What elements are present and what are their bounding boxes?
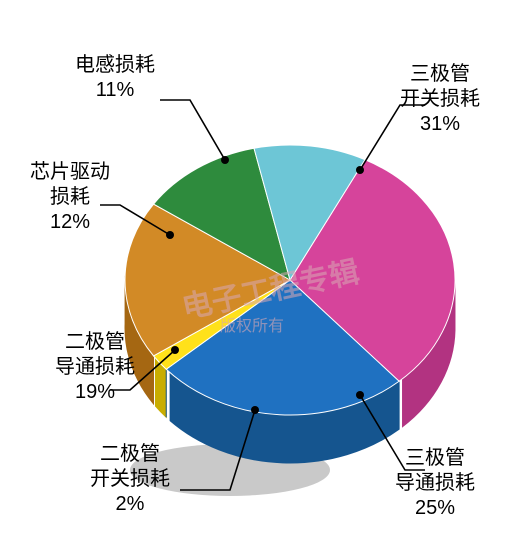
pie-chart-3d: 电子工程专辑版权所有三极管 开关损耗 31%三极管 导通损耗 25%二极管 开关…: [0, 0, 512, 554]
watermark-line2: 版权所有: [220, 312, 284, 336]
watermark-line1: 电子工程专辑: [177, 247, 362, 327]
